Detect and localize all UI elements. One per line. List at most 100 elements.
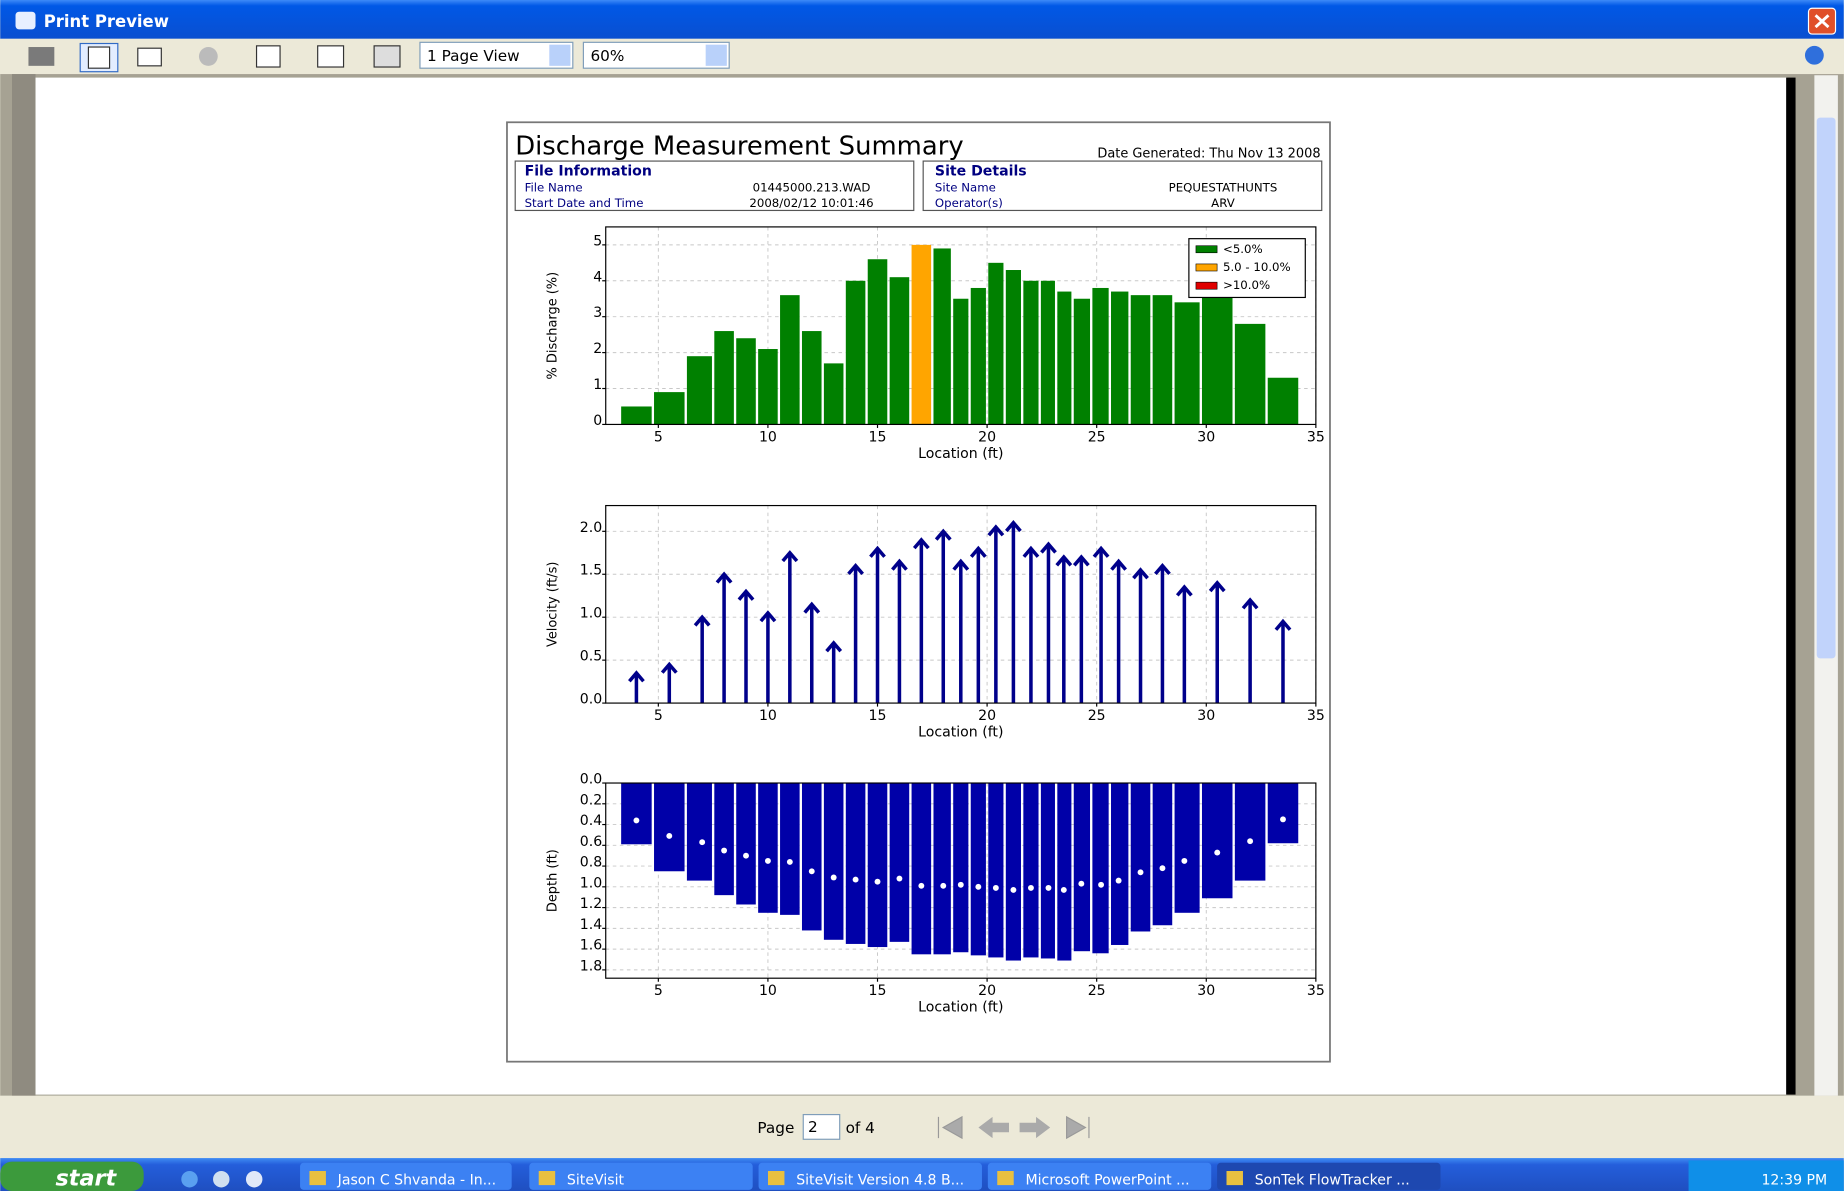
bar	[970, 783, 986, 956]
arrow-head	[715, 571, 733, 584]
bar	[1005, 270, 1021, 425]
bar	[758, 783, 778, 913]
site-details-heading: Site Details	[935, 164, 1027, 180]
quick-launch-icon[interactable]	[245, 1171, 263, 1188]
measurement-point	[808, 868, 815, 875]
arrow-head	[660, 661, 678, 674]
quick-launch-icon[interactable]	[181, 1171, 198, 1188]
view-select-text: 1 Page View	[427, 47, 520, 65]
zoom-select[interactable]	[582, 41, 730, 69]
measurement-point	[1060, 887, 1067, 893]
arrow-head	[1005, 520, 1022, 533]
start-text: start	[55, 1166, 117, 1191]
page-edge	[1786, 77, 1796, 1095]
measurement-point	[1098, 881, 1105, 888]
y-tick-label: 2.0	[580, 520, 602, 536]
view-dropdown[interactable]	[549, 44, 571, 66]
task-icon	[767, 1171, 785, 1186]
landscape-button[interactable]	[137, 47, 162, 67]
bar	[1040, 783, 1055, 959]
bar	[933, 783, 951, 955]
bar	[911, 783, 932, 955]
help-button[interactable]	[1804, 45, 1824, 65]
arrow-head	[825, 640, 843, 653]
measurement-point	[1045, 884, 1052, 891]
quick-launch-icon[interactable]	[213, 1171, 230, 1188]
arrow-head	[1092, 545, 1110, 558]
bar	[714, 331, 734, 425]
bar	[1201, 287, 1233, 425]
y-tick-label: 1.8	[580, 958, 602, 974]
close-icon	[1814, 14, 1830, 29]
measurement-point	[896, 875, 903, 882]
task-button[interactable]	[1217, 1162, 1441, 1190]
bar	[1267, 783, 1299, 844]
y-tick-label: 1.4	[580, 917, 602, 933]
page-input[interactable]	[802, 1113, 841, 1140]
bar	[1073, 298, 1091, 425]
x-axis-label: Location (ft)	[918, 1000, 1003, 1016]
report-title: Discharge Measurement Summary	[515, 131, 963, 161]
prev-page-button[interactable]	[978, 1116, 1010, 1139]
x-tick-label: 15	[869, 708, 887, 724]
full-page-button[interactable]	[255, 45, 281, 68]
task-button[interactable]	[758, 1162, 982, 1190]
measurement-point	[918, 882, 925, 889]
y-axis-label: % Discharge (%)	[545, 272, 560, 380]
y-tick-label: 4	[593, 269, 602, 285]
page-width-button[interactable]	[317, 45, 345, 68]
arrow-head	[628, 670, 645, 683]
measurement-point	[1115, 877, 1122, 884]
measurement-point	[957, 881, 964, 888]
bar	[1073, 783, 1091, 952]
multi-page-button[interactable]	[373, 45, 401, 68]
task-button[interactable]	[529, 1162, 753, 1190]
task-icon	[997, 1171, 1014, 1186]
file-info-box	[514, 160, 915, 212]
print-button[interactable]	[28, 47, 55, 66]
arrow-head	[693, 614, 711, 627]
last-page-button[interactable]	[1066, 1115, 1090, 1140]
measurement-point	[721, 847, 728, 854]
arrow-head	[1154, 562, 1171, 576]
arrow-head	[759, 610, 777, 623]
start-button[interactable]	[0, 1161, 144, 1191]
bar	[867, 783, 888, 948]
next-page-button[interactable]	[1019, 1116, 1051, 1139]
portrait-icon	[87, 46, 111, 69]
x-tick-label: 35	[1307, 429, 1325, 445]
bar	[1057, 291, 1072, 425]
y-tick-label: 5	[593, 233, 602, 249]
bar	[1111, 783, 1129, 945]
task-button[interactable]	[300, 1162, 512, 1190]
bar	[1023, 783, 1039, 958]
x-tick-label: 30	[1197, 429, 1215, 445]
view-select[interactable]	[419, 41, 574, 69]
first-page-button[interactable]	[937, 1115, 963, 1140]
bar	[988, 783, 1004, 958]
bar	[780, 783, 800, 915]
field-label: Site Name	[935, 181, 996, 195]
bar	[686, 356, 712, 425]
field-label: File Name	[525, 181, 583, 195]
zoom-dropdown[interactable]	[705, 44, 727, 66]
x-tick-label: 35	[1307, 708, 1325, 724]
scroll-thumb[interactable]	[1816, 117, 1836, 659]
field-value: 2008/02/12 10:01:46	[749, 196, 873, 210]
field-value: ARV	[1211, 196, 1235, 210]
file-info-heading: File Information	[525, 164, 652, 180]
arrow-head	[1208, 580, 1226, 593]
arrow-head	[869, 545, 886, 558]
task-button[interactable]	[987, 1162, 1212, 1190]
arrow-head	[847, 562, 864, 576]
x-tick-label: 20	[978, 983, 996, 999]
task-label: Microsoft PowerPoint ...	[1025, 1172, 1189, 1188]
arrow-head	[1055, 554, 1073, 567]
y-tick-label: 1.5	[580, 563, 602, 579]
x-tick-label: 5	[654, 429, 663, 445]
measurement-point	[1027, 884, 1034, 891]
settings-button[interactable]	[198, 47, 218, 66]
bar	[654, 392, 685, 425]
y-tick-label: 0.0	[580, 771, 602, 787]
